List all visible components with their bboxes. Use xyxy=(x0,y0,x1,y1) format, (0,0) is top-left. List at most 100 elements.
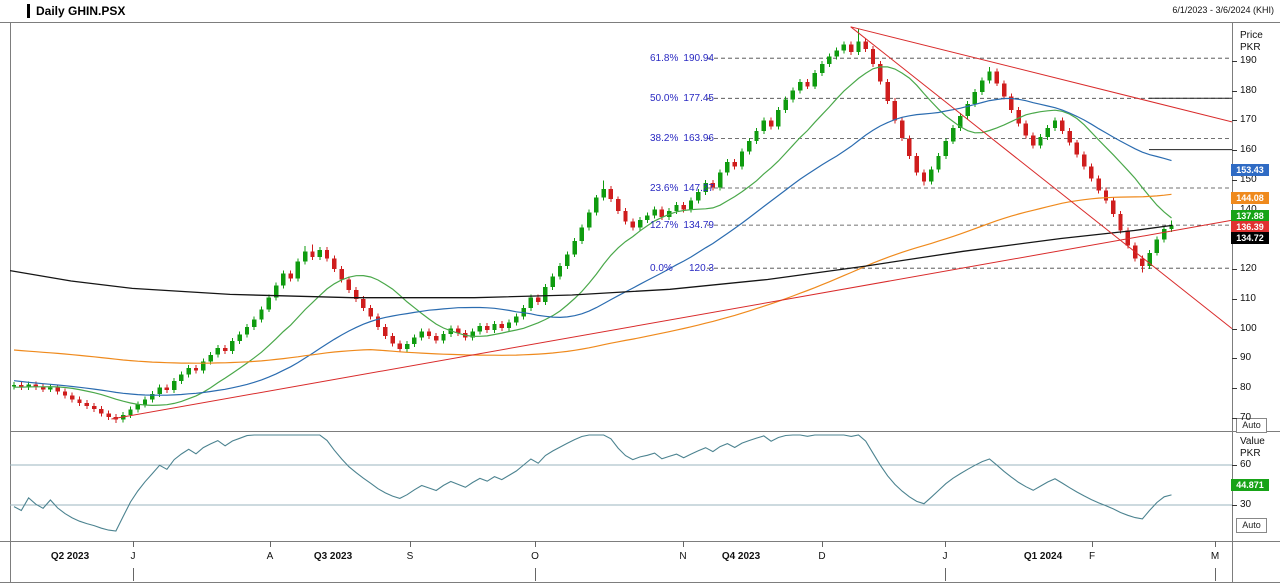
month-label: N xyxy=(679,551,687,562)
fib-price: 190.94 xyxy=(683,53,714,64)
price-axis-tick xyxy=(1232,299,1237,300)
trendline xyxy=(111,219,1232,420)
value-axis-unit-line2: PKR xyxy=(1240,448,1261,459)
pane-handle[interactable] xyxy=(27,4,30,18)
price-axis-tick xyxy=(1232,418,1237,419)
value-axis-tick xyxy=(1232,505,1237,506)
month-label: A xyxy=(266,551,274,562)
price-axis-tick xyxy=(1232,61,1237,62)
price-pane-canvas[interactable] xyxy=(10,22,1232,430)
month-tick xyxy=(1092,541,1093,547)
fib-level-label: 23.6% 147.27 xyxy=(650,183,714,194)
quarter-label: Q2 2023 xyxy=(50,551,90,562)
price-axis-tick-label: 110 xyxy=(1240,293,1256,304)
axis-border xyxy=(1232,22,1233,582)
price-axis-tick xyxy=(1232,91,1237,92)
ma-slow-line xyxy=(13,193,1172,364)
fib-pct: 38.2% xyxy=(650,133,679,144)
price-axis-tick xyxy=(1232,388,1237,389)
candlestick-series xyxy=(11,28,1174,424)
month-tick xyxy=(535,541,536,547)
trendline xyxy=(850,26,1232,329)
price-axis-tick-label: 70 xyxy=(1240,412,1252,423)
month-label: F xyxy=(1088,551,1096,562)
time-axis-strip[interactable] xyxy=(0,542,1280,582)
price-axis-tick xyxy=(1232,120,1237,121)
month-tick xyxy=(270,541,271,547)
month-tick xyxy=(1215,541,1216,547)
month-label: J xyxy=(130,551,136,562)
fib-level-label: 12.7% 134.79 xyxy=(650,220,714,231)
value-axis-auto-button[interactable]: Auto xyxy=(1236,518,1267,533)
price-axis-tick xyxy=(1232,180,1237,181)
ma-200-line xyxy=(10,224,1173,299)
fib-level-label: 61.8% 190.94 xyxy=(650,53,714,64)
fib-pct: 0.0% xyxy=(650,263,673,274)
month-label: J xyxy=(942,551,948,562)
price-axis-auto-button[interactable]: Auto xyxy=(1236,418,1267,433)
month-tick xyxy=(410,541,411,547)
price-flag: 137.88 xyxy=(1231,210,1269,222)
date-range: 6/1/2023 - 3/6/2024 (KHI) xyxy=(1172,5,1274,15)
month-tick xyxy=(133,541,134,547)
fib-level-label: 38.2% 163.96 xyxy=(650,133,714,144)
quarter-tick xyxy=(1215,568,1216,581)
fib-level-label: 0.0% 120.3 xyxy=(650,263,714,274)
time-axis-separator xyxy=(0,541,1280,542)
price-axis-unit-line2: PKR xyxy=(1240,42,1261,53)
fib-price: 134.79 xyxy=(683,220,714,231)
value-flag: 44.871 xyxy=(1231,479,1269,491)
price-axis-tick xyxy=(1232,269,1237,270)
month-label: O xyxy=(531,551,539,562)
fib-retracement xyxy=(707,57,1232,269)
ma-fast-line xyxy=(14,66,1172,407)
month-tick xyxy=(683,541,684,547)
fib-pct: 12.7% xyxy=(650,220,679,231)
fib-price: 163.96 xyxy=(683,133,714,144)
price-axis-tick-label: 160 xyxy=(1240,144,1257,155)
price-axis-tick xyxy=(1232,329,1237,330)
trendline xyxy=(850,26,1232,123)
value-axis-tick-label: 30 xyxy=(1240,499,1252,510)
titlebar-separator xyxy=(0,22,1280,23)
chart-title: Daily GHIN.PSX xyxy=(36,4,126,18)
fib-pct: 23.6% xyxy=(650,183,679,194)
price-axis-tick-label: 90 xyxy=(1240,352,1252,363)
quarter-label: Q1 2024 xyxy=(1023,551,1063,562)
month-tick xyxy=(945,541,946,547)
price-axis-tick-label: 180 xyxy=(1240,85,1257,96)
month-label: D xyxy=(818,551,826,562)
pane-separator xyxy=(10,431,1280,432)
quarter-tick xyxy=(535,568,536,581)
price-axis-tick-label: 170 xyxy=(1240,114,1257,125)
month-tick xyxy=(822,541,823,547)
value-axis-unit-line1: Value xyxy=(1240,436,1265,447)
quarter-tick xyxy=(133,568,134,581)
price-flag: 136.39 xyxy=(1231,221,1269,233)
price-axis-tick xyxy=(1232,150,1237,151)
exchange-label: (KHI) xyxy=(1253,5,1274,15)
quarter-tick xyxy=(945,568,946,581)
left-border xyxy=(10,22,11,582)
price-flag: 134.72 xyxy=(1231,232,1269,244)
date-range-text: 6/1/2023 - 3/6/2024 xyxy=(1172,5,1251,15)
ma-mid-line xyxy=(13,97,1172,396)
fib-price: 120.3 xyxy=(688,263,714,274)
price-flag: 144.08 xyxy=(1231,192,1269,204)
price-axis-tick-label: 150 xyxy=(1240,174,1257,185)
value-axis-tick-label: 60 xyxy=(1240,459,1252,470)
quarter-label: Q3 2023 xyxy=(313,551,353,562)
month-label: S xyxy=(406,551,414,562)
indicator-pane-canvas[interactable] xyxy=(10,432,1232,540)
fib-level-label: 50.0% 177.45 xyxy=(650,93,714,104)
quarter-label: Q4 2023 xyxy=(721,551,761,562)
fib-pct: 61.8% xyxy=(650,53,679,64)
price-axis-tick-label: 190 xyxy=(1240,55,1257,66)
price-axis-unit-line1: Price xyxy=(1240,30,1263,41)
price-axis-tick xyxy=(1232,358,1237,359)
value-axis-tick xyxy=(1232,465,1237,466)
price-axis-tick-label: 100 xyxy=(1240,323,1257,334)
fib-pct: 50.0% xyxy=(650,93,679,104)
price-flag: 153.43 xyxy=(1231,164,1269,176)
fib-price: 147.27 xyxy=(683,183,714,194)
